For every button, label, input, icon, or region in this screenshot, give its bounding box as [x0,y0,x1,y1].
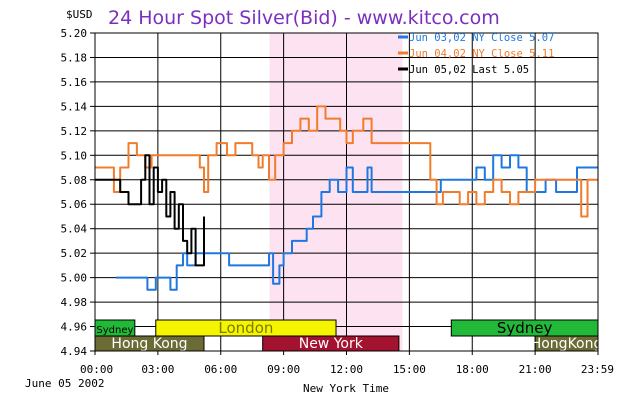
x-tick-label: 03:00 [141,363,174,376]
series-line-0 [116,154,598,291]
y-tick-label: 5.10 [61,149,88,162]
x-tick-label: 23:59 [581,363,614,376]
y-tick-label: 5.08 [61,174,88,187]
chart-title: 24 Hour Spot Silver(Bid) - www.kitco.com [108,7,500,29]
session-label-4: New York [299,336,364,352]
y-tick-label: 5.06 [61,198,88,211]
date-label: June 05 2002 [25,377,104,390]
x-tick-label: 00:00 [80,363,113,376]
x-tick-label: 09:00 [267,363,300,376]
session-label-3: Hong Kong [111,336,187,352]
session-bar-1 [155,319,337,337]
session-label-0: Sydney [96,325,133,336]
series-line-2 [95,154,205,267]
x-tick-label: 06:00 [204,363,237,376]
price-lines [95,105,598,291]
session-label-2: Sydney [497,319,553,337]
session-label-5: HongKong [531,336,603,352]
series-line-1 [95,105,598,218]
y-tick-label: 5.20 [61,27,88,40]
y-tick-label: 4.94 [61,345,88,358]
y-tick-label: 5.00 [61,272,88,285]
y-tick-label: 5.04 [61,223,88,236]
legend-entry-2: Jun 05,02 Last 5.05 [409,64,529,76]
y-tick-label: 5.02 [61,247,88,260]
x-tick-label: 15:00 [393,363,426,376]
legend: Jun 03,02 NY Close 5.07 Jun 04,02 NY Clos… [398,32,554,76]
x-tick-label: 18:00 [456,363,489,376]
y-tick-label: 4.98 [61,296,88,309]
x-tick-label: 21:00 [519,363,552,376]
y-tick-label: 5.16 [61,76,88,89]
y-unit-label: $USD [66,8,93,21]
x-axis-label: New York Time [303,382,389,395]
y-tick-label: 5.12 [61,125,88,138]
y-tick-label: 5.18 [61,51,88,64]
y-tick-label: 4.96 [61,321,88,334]
session-label-1: London [218,319,273,337]
x-tick-label: 12:00 [330,363,363,376]
y-axis: 5.20 5.18 5.16 5.14 5.12 5.10 5.08 5.06 5.04 5.02… [61,27,95,358]
legend-entry-0: Jun 03,02 NY Close 5.07 [409,32,554,44]
x-axis: 00:00 03:00 06:00 09:00 12:00 15:00 18:00 21:00… [80,351,614,376]
y-tick-label: 5.14 [61,100,88,113]
legend-entry-1: Jun 04,02 NY Close 5.11 [409,48,554,60]
